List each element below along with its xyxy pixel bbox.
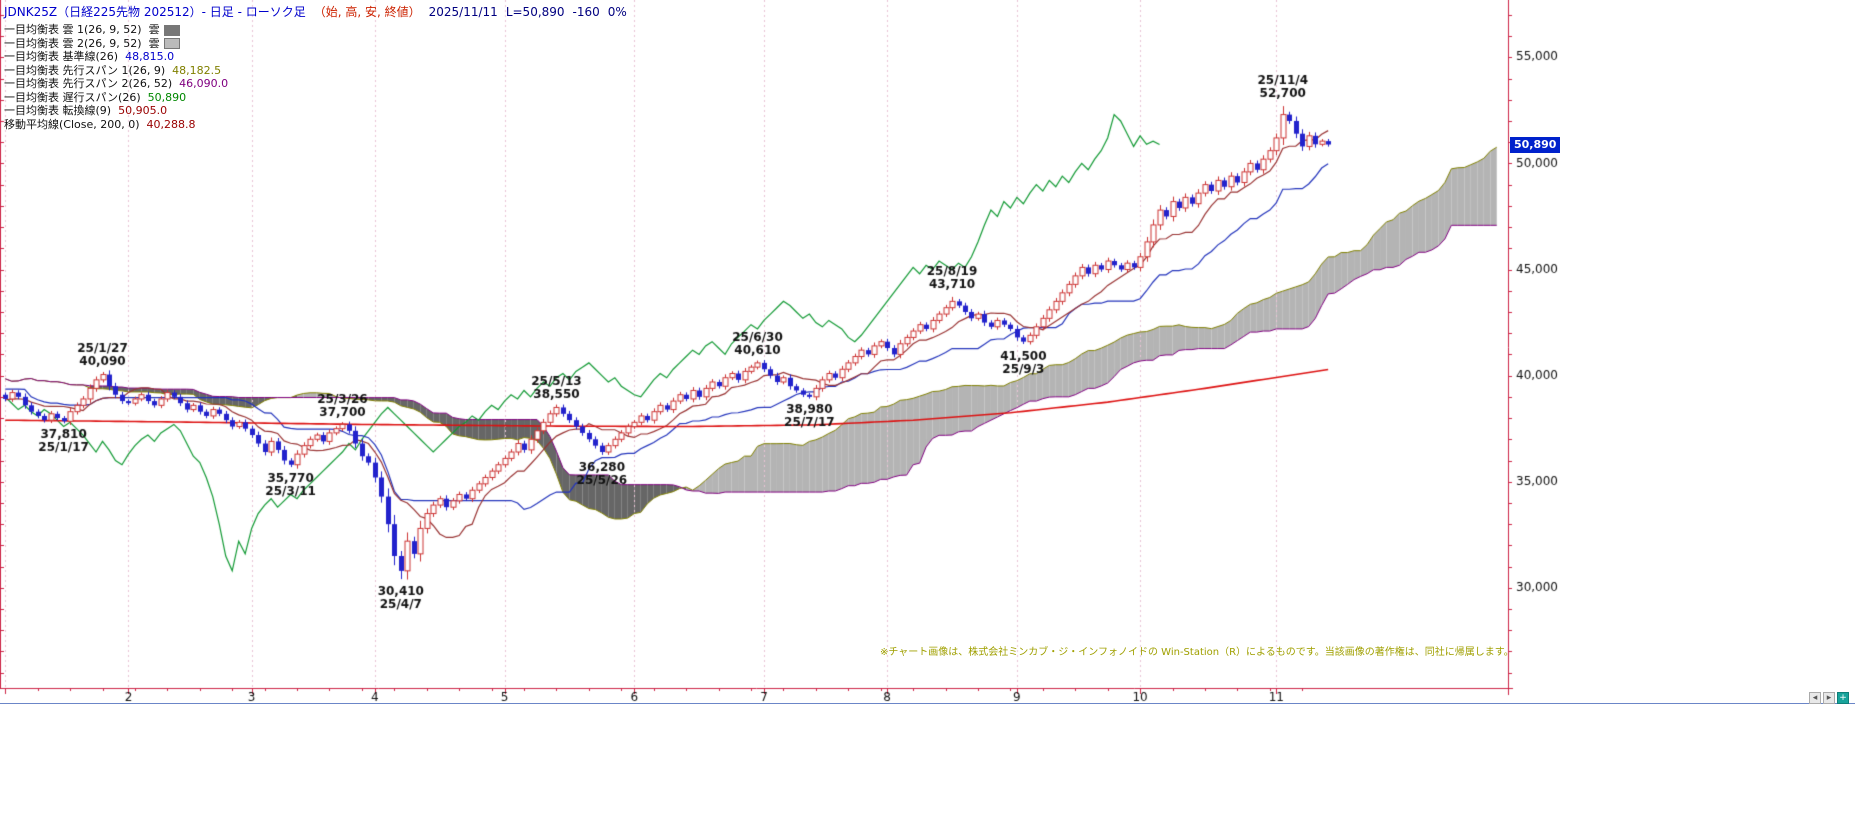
legend-row: 一目均衡表 先行スパン 1(26, 9) 48,182.5 — [4, 62, 228, 77]
quote-date: 2025/11/11 — [428, 5, 498, 19]
indicator-legend: 一目均衡表 雲 1(26, 9, 52) 雲 一目均衡表 雲 2(26, 9, 5… — [4, 21, 229, 131]
scroll-left-icon[interactable]: ◂ — [1809, 692, 1821, 704]
legend-value: 48,815.0 — [125, 50, 175, 63]
legend-label: 一目均衡表 先行スパン 2(26, 52) — [4, 77, 173, 90]
scroll-right-icon[interactable]: ▸ — [1823, 692, 1835, 704]
legend-value: 46,090.0 — [179, 77, 229, 90]
legend-row: 移動平均線(Close, 200, 0) 40,288.8 — [4, 116, 228, 131]
current-price-badge: 50,890 — [1510, 137, 1561, 153]
add-panel-icon[interactable]: + — [1837, 692, 1849, 704]
quote-last: L=50,890 — [505, 5, 565, 19]
legend-value: 48,182.5 — [172, 63, 222, 77]
cloud2-swatch-icon — [163, 38, 180, 49]
bottom-toolbar: ◂ ▸ + — [1809, 692, 1849, 704]
cloud1-swatch-icon — [163, 24, 180, 36]
symbol-title: JDNK25Z（日経225先物 202512）- 日足 - ローソク足 — [4, 5, 306, 19]
copyright-notice: ※チャート画像は、株式会社ミンカブ・ジ・インフォノイドの Win-Station… — [880, 647, 1514, 658]
legend-cloud-suffix: 雲 — [148, 36, 160, 50]
legend-label: 一目均衡表 先行スパン 1(26, 9) — [4, 63, 166, 77]
legend-label: 移動平均線(Close, 200, 0) — [4, 117, 140, 131]
legend-value: 50,890 — [147, 90, 187, 104]
legend-value: 50,905.0 — [118, 104, 168, 117]
legend-label: 一目均衡表 雲 2(26, 9, 52) — [4, 36, 142, 50]
legend-row: 一目均衡表 遅行スパン(26) 50,890 — [4, 89, 228, 104]
chart-header: JDNK25Z（日経225先物 202512）- 日足 - ローソク足 （始, 高… — [4, 3, 635, 20]
quote-change-pct: 0% — [607, 5, 627, 19]
legend-row: 一目均衡表 基準線(26) 48,815.0 — [4, 48, 228, 63]
legend-row: 一目均衡表 雲 1(26, 9, 52) 雲 — [4, 21, 228, 36]
legend-label: 一目均衡表 遅行スパン(26) — [4, 90, 141, 104]
legend-row: 一目均衡表 先行スパン 2(26, 52) 46,090.0 — [4, 75, 229, 90]
legend-row: 一目均衡表 転換線(9) 50,905.0 — [4, 102, 228, 117]
legend-label: 一目均衡表 転換線(9) — [4, 104, 112, 117]
legend-cloud-suffix: 雲 — [148, 23, 160, 36]
legend-label: 一目均衡表 基準線(26) — [4, 50, 119, 63]
legend-value: 40,288.8 — [146, 117, 196, 131]
quote-change: -160 — [572, 5, 600, 19]
legend-label: 一目均衡表 雲 1(26, 9, 52) — [4, 23, 142, 36]
horizontal-scrollbar[interactable] — [0, 703, 1855, 704]
ohlc-note: （始, 高, 安, 終値） — [313, 5, 421, 19]
legend-row: 一目均衡表 雲 2(26, 9, 52) 雲 — [4, 35, 228, 50]
